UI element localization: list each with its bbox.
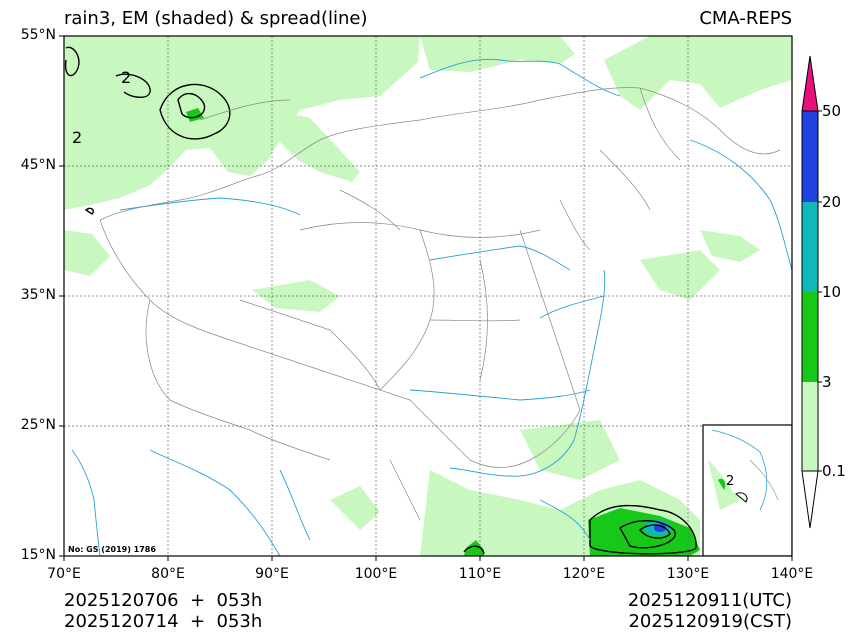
colorbar-label-3: 3 (822, 373, 832, 391)
colorbar-under (801, 470, 819, 529)
contour-label: 2 (121, 68, 132, 87)
init-time-cst: 2025120714 + 053h (64, 611, 263, 632)
lon-label-70: 70°E (47, 566, 81, 582)
graticule (64, 36, 792, 556)
colorbar-label-0.1: 0.1 (822, 462, 846, 480)
colorbar-bin-10-20 (802, 202, 818, 292)
approval-note: No: GS (2019) 1786 (68, 545, 156, 554)
lon-label-80: 80°E (151, 566, 185, 582)
colorbar-label-10: 10 (822, 283, 842, 301)
chart-title: rain3, EM (shaded) & spread(line) (64, 8, 368, 29)
lon-label-90: 90°E (255, 566, 289, 582)
contour-label: 2 (726, 474, 735, 489)
source-label: CMA-REPS (699, 8, 792, 29)
colorbar-bin-0.1-3 (802, 382, 818, 471)
colorbar-label-50: 50 (822, 102, 842, 120)
lat-label-25: 25°N (20, 417, 56, 433)
colorbar-bin-20-50 (802, 111, 818, 202)
spread-contours (64, 46, 697, 555)
lon-label-100: 100°E (354, 566, 398, 582)
valid-time-utc: 2025120911(UTC) (627, 590, 792, 611)
lat-label-45: 45°N (20, 157, 56, 173)
lat-label-55: 55°N (20, 27, 56, 43)
coastlines-rivers (71, 58, 792, 556)
valid-time-cst: 2025120919(CST) (628, 611, 792, 632)
lon-label-120: 120°E (562, 566, 606, 582)
colorbar-bin-3-10 (802, 292, 818, 382)
admin-borders (99, 87, 781, 521)
contour-label: 2 (72, 128, 83, 147)
colorbar-over (801, 55, 819, 112)
lon-label-110: 110°E (458, 566, 502, 582)
south-china-sea-inset (702, 424, 792, 556)
colorbar (801, 55, 822, 529)
lon-label-140: 140°E (770, 566, 814, 582)
lat-label-35: 35°N (20, 287, 56, 303)
colorbar-label-20: 20 (822, 193, 842, 211)
init-time-utc: 2025120706 + 053h (64, 590, 263, 611)
rain-shading-medium (186, 108, 700, 556)
lat-label-15: 15°N (20, 547, 56, 563)
axis-ticks (59, 35, 793, 561)
lon-label-130: 130°E (666, 566, 710, 582)
